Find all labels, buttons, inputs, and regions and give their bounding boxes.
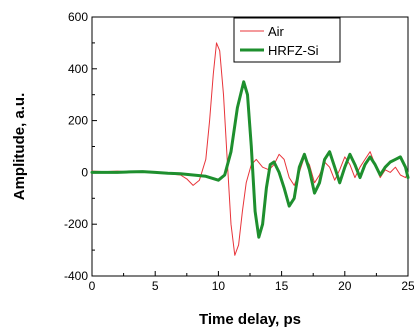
y-tick-label: 200 bbox=[68, 114, 88, 128]
y-tick-label: 0 bbox=[81, 165, 88, 179]
y-axis-label: Amplitude, a.u. bbox=[11, 93, 28, 201]
series-layer bbox=[90, 42, 410, 256]
x-tick-label: 5 bbox=[152, 279, 159, 293]
y-tick-label: 400 bbox=[68, 62, 88, 76]
y-tick-label: 600 bbox=[68, 10, 88, 24]
x-axis-label: Time delay, ps bbox=[199, 311, 301, 328]
legend-label-hrfz-si: HRFZ-Si bbox=[268, 43, 319, 58]
series-line-hrfz-si bbox=[90, 80, 410, 239]
y-tick-label: -200 bbox=[64, 217, 88, 231]
y-tick-label: -400 bbox=[64, 269, 88, 283]
y-axis-ticks: -400 -200 0 200 400 600 bbox=[64, 10, 97, 283]
x-tick-label: 25 bbox=[401, 279, 414, 293]
x-tick-label: 0 bbox=[89, 279, 96, 293]
x-tick-label: 10 bbox=[212, 279, 226, 293]
x-tick-label: 20 bbox=[338, 279, 352, 293]
legend-box bbox=[233, 17, 341, 63]
legend-label-air: Air bbox=[268, 24, 285, 39]
x-axis-ticks: 0 5 10 15 20 25 bbox=[89, 271, 414, 293]
x-tick-label: 15 bbox=[275, 279, 289, 293]
legend: Air HRFZ-Si bbox=[233, 17, 341, 63]
